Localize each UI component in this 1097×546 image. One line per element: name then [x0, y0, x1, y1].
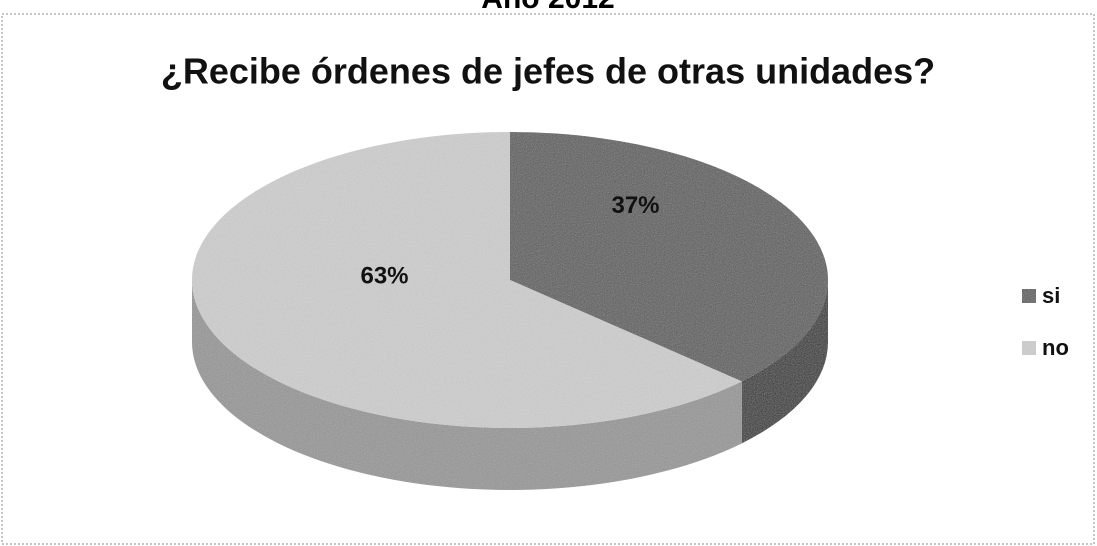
- legend-label: no: [1042, 335, 1069, 360]
- data-label: 63%: [360, 263, 408, 290]
- header: Año 2012: [481, 0, 614, 15]
- legend-swatch: [1022, 341, 1036, 355]
- legend-swatch: [1022, 289, 1036, 303]
- pie: [191, 132, 828, 490]
- chart-title: ¿Recibe órdenes de jefes de otras unidad…: [161, 51, 935, 92]
- frame: [1, 13, 1095, 545]
- pie-side: [192, 280, 742, 490]
- data-label: 37%: [611, 192, 659, 219]
- labels: 37% 63% si no: [360, 192, 1068, 360]
- pie-slice: [510, 132, 828, 382]
- pie-slice: [191, 132, 742, 428]
- legend-label: si: [1042, 283, 1060, 308]
- pie-side: [741, 280, 828, 444]
